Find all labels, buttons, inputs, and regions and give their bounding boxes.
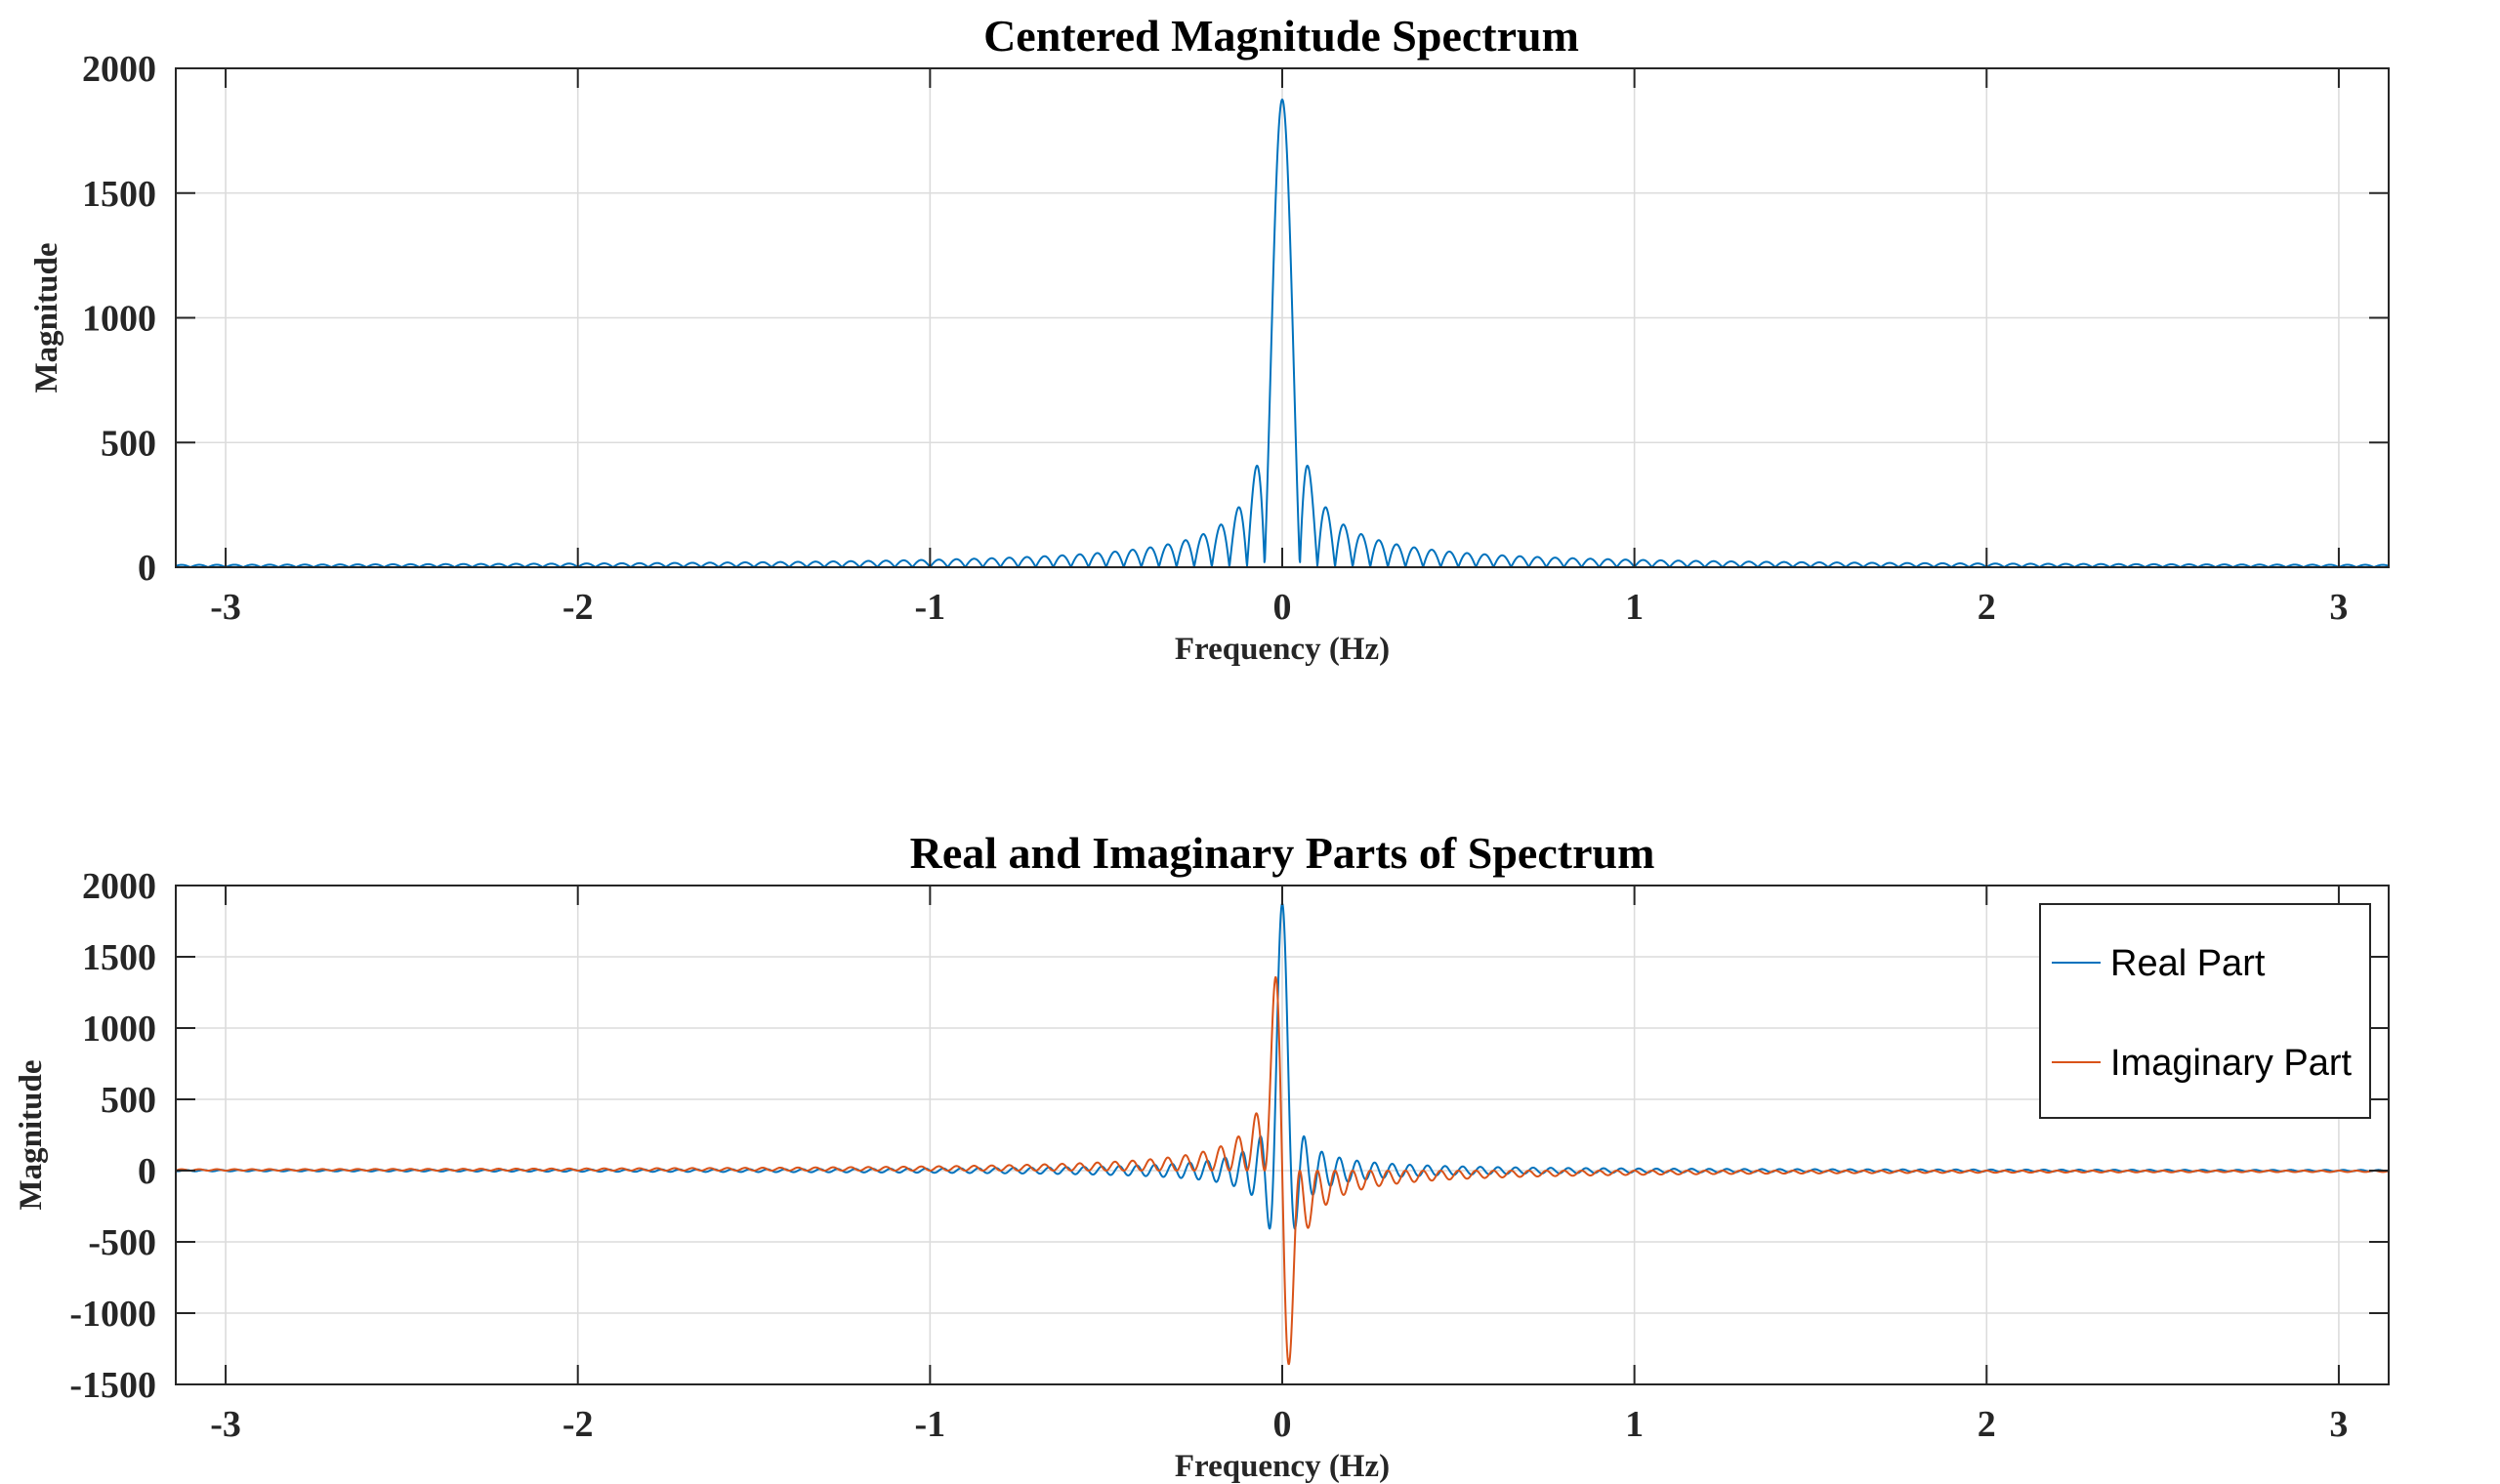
x-tick-label: 0 [1273,1404,1292,1445]
legend-label-real: Real Part [2110,943,2266,984]
y-tick-label: 500 [101,1080,156,1121]
x-tick-label: 0 [1273,587,1292,628]
x-axis-label: Frequency (Hz) [1175,632,1390,667]
y-tick-label: 1500 [82,174,156,215]
legend-label-imaginary: Imaginary Part [2110,1043,2353,1084]
y-tick-label: 2000 [82,866,156,907]
y-tick-label: 500 [101,423,156,464]
y-tick-label: 1500 [82,937,156,978]
x-tick-label: -2 [562,587,594,628]
x-tick-label: -3 [210,587,241,628]
y-axis-label: Magnitude [29,242,64,392]
chart-title: Centered Magnitude Spectrum [983,11,1579,61]
x-tick-label: 2 [1978,1404,1996,1445]
y-tick-label: 0 [138,1151,156,1192]
x-tick-label: -1 [915,1404,946,1445]
legend: Real Part Imaginary Part [2039,903,2371,1119]
x-tick-label: 1 [1625,587,1644,628]
series-line-magnitude [175,98,2390,568]
x-tick-label: 1 [1625,1404,1644,1445]
series-line-imag [175,975,2390,1366]
x-axis-label: Frequency (Hz) [1175,1449,1390,1484]
magnitude-axes: -3 -2 -1 0 1 2 3 0 500 1000 1500 2000 Centered Magn… [29,11,2390,667]
x-tick-label: -3 [210,1404,241,1445]
x-tick-label: -2 [562,1404,594,1445]
y-tick-label: 1000 [82,1009,156,1050]
y-tick-label: 1000 [82,299,156,340]
x-tick-label: 3 [2329,587,2348,628]
y-tick-label: -1000 [69,1294,156,1335]
x-tick-label: 2 [1978,587,1996,628]
y-tick-label: -1500 [69,1365,156,1406]
y-tick-label: 0 [138,548,156,589]
legend-box [2039,903,2371,1119]
chart-title: Real and Imaginary Parts of Spectrum [910,828,1655,878]
y-tick-label: 2000 [82,49,156,90]
y-tick-label: -500 [88,1222,156,1263]
x-tick-label: -1 [915,587,946,628]
real-imag-axes: -3 -2 -1 0 1 2 3 -1500 -1000 -500 0 500 1000 1500 2000… [14,828,2390,1484]
y-axis-label: Magnitude [14,1059,49,1210]
x-tick-label: 3 [2329,1404,2348,1445]
